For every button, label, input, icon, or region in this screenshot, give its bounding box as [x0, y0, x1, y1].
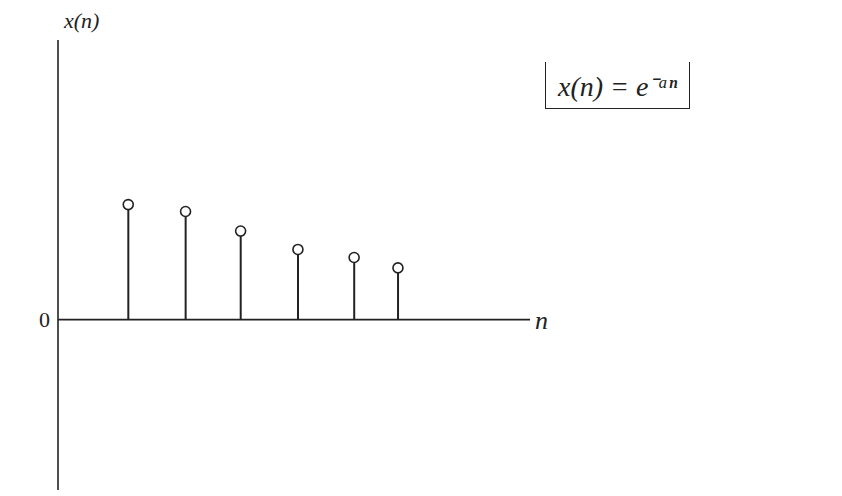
html-text:x(n): x(n)	[64, 8, 100, 33]
svg-text:0: 0	[39, 307, 50, 332]
html-text:x(n) = e⁻ᵃⁿ: x(n) = e⁻ᵃⁿ	[558, 71, 678, 102]
svg-text:n: n	[535, 306, 548, 335]
